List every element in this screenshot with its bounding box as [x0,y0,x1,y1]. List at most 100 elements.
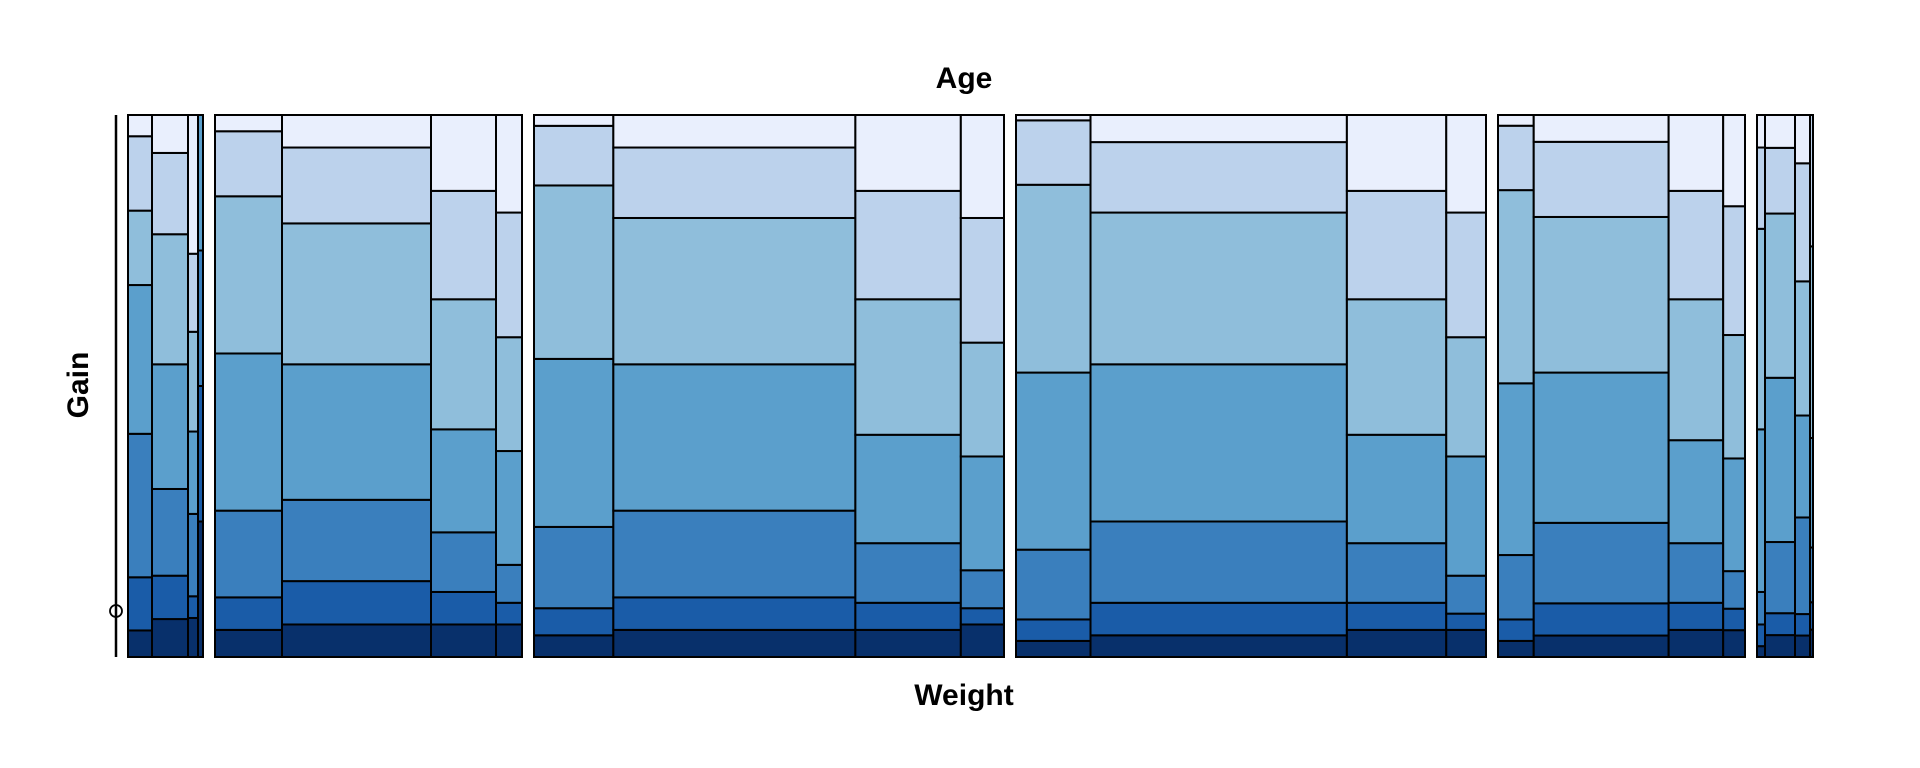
tile-age3-weight4-gain5 [959,341,1006,458]
tile-age2-weight1-gain2 [214,596,283,631]
tile-age3-weight1-gain1 [533,634,615,659]
tile-age2-weight2-gain2 [281,580,432,626]
tile-age5-weight4-gain3 [1722,570,1747,610]
tile-age3-weight2-gain1 [612,628,857,659]
tile-age2-weight4-gain4 [495,450,523,566]
tile-age6-weight3-gain7 [1794,114,1811,165]
tile-age1-weight3-gain5 [187,330,199,433]
tile-age2-weight4-gain3 [495,563,523,604]
tile-age4-weight1-gain7 [1015,114,1092,122]
tile-age3-weight3-gain3 [854,542,962,604]
top-axis-title: Age [936,62,993,95]
tile-age3-weight4-gain1 [959,623,1006,658]
tile-age6-weight4-gain5 [1809,245,1814,440]
age-group-3 [533,114,1006,659]
tile-age2-weight1-gain7 [214,114,283,133]
age-group-1 [127,114,204,658]
tile-age5-weight1-gain7 [1497,114,1535,127]
zero-level-marker [109,604,123,618]
tile-age2-weight4-gain7 [495,114,523,214]
tile-age3-weight3-gain4 [854,433,962,545]
tile-age6-weight2-gain2 [1764,612,1796,637]
tile-age3-weight4-gain2 [959,607,1006,626]
tile-age1-weight2-gain2 [151,574,189,621]
tile-age3-weight3-gain6 [854,189,962,301]
tile-age2-weight3-gain6 [430,189,497,301]
tile-age5-weight3-gain5 [1667,298,1725,442]
tile-age4-weight4-gain4 [1445,455,1487,577]
tile-age4-weight2-gain1 [1089,634,1348,659]
tile-age6-weight3-gain3 [1794,516,1811,616]
tile-age3-weight4-gain4 [959,455,1006,572]
tile-age6-weight4-gain2 [1809,601,1814,631]
tile-age2-weight3-gain7 [430,114,497,192]
tile-age6-weight3-gain4 [1794,414,1811,519]
tile-age5-weight2-gain3 [1532,521,1670,605]
tile-age1-weight4-gain2 [197,385,204,523]
tile-age4-weight2-gain3 [1089,520,1348,604]
age-group-6 [1756,114,1814,659]
tile-age1-weight1-gain3 [127,432,153,579]
tile-age2-weight2-gain6 [281,146,432,225]
tile-age6-weight1-gain3 [1756,590,1766,626]
mosaic-tiles [127,114,1814,659]
tile-age4-weight1-gain1 [1015,639,1092,659]
tile-age6-weight1-gain6 [1756,146,1766,230]
tile-age5-weight1-gain3 [1497,554,1535,621]
tile-age5-weight2-gain6 [1532,140,1670,218]
tile-age4-weight1-gain4 [1015,371,1092,551]
tile-age1-weight2-gain1 [151,618,189,658]
tile-age6-weight2-gain3 [1764,541,1796,615]
tile-age5-weight1-gain2 [1497,618,1535,642]
tile-age3-weight1-gain6 [533,124,615,187]
tile-age2-weight2-gain1 [281,623,432,658]
tile-age6-weight1-gain1 [1756,645,1766,658]
tile-age4-weight2-gain7 [1089,114,1348,144]
tile-age6-weight3-gain5 [1794,280,1811,417]
tile-age3-weight1-gain5 [533,184,615,360]
tile-age5-weight2-gain7 [1532,114,1670,143]
tile-age4-weight3-gain5 [1345,298,1448,436]
tile-age2-weight2-gain3 [281,498,432,583]
tile-age6-weight1-gain4 [1756,428,1766,593]
tile-age1-weight1-gain7 [127,114,153,138]
tile-age3-weight2-gain3 [612,509,857,599]
tile-age6-weight4-gain3 [1809,546,1814,604]
age-group-4 [1015,114,1487,659]
tile-age4-weight4-gain6 [1445,211,1487,339]
tile-age1-weight3-gain6 [187,252,199,333]
tile-age5-weight3-gain3 [1667,542,1725,604]
tile-age1-weight3-gain7 [187,114,199,255]
tile-age3-weight4-gain3 [959,569,1006,610]
tile-age4-weight2-gain5 [1089,211,1348,366]
tile-age3-weight1-gain4 [533,357,615,528]
tile-age1-weight3-gain4 [187,430,199,515]
tile-age4-weight4-gain3 [1445,574,1487,615]
tile-age6-weight2-gain1 [1764,634,1796,658]
tile-age4-weight2-gain4 [1089,363,1348,523]
tile-age1-weight1-gain4 [127,284,153,435]
tile-age4-weight1-gain2 [1015,618,1092,642]
tile-age2-weight1-gain1 [214,628,283,659]
tile-age3-weight1-gain7 [533,114,615,127]
tile-age3-weight1-gain3 [533,525,615,610]
tile-age6-weight2-gain6 [1764,146,1796,215]
tile-age5-weight3-gain1 [1667,628,1725,659]
tile-age4-weight4-gain2 [1445,612,1487,631]
age-group-5 [1497,114,1747,659]
tile-age2-weight4-gain6 [495,211,523,339]
tile-age3-weight4-gain7 [959,114,1006,219]
tile-age1-weight1-gain5 [127,209,153,287]
tile-age5-weight2-gain4 [1532,371,1670,524]
tile-age2-weight4-gain5 [495,336,523,453]
tile-age3-weight3-gain7 [854,114,962,192]
tile-age4-weight2-gain6 [1089,141,1348,214]
tile-age2-weight1-gain5 [214,195,283,355]
tile-age4-weight3-gain4 [1345,433,1448,545]
tile-age6-weight1-gain2 [1756,623,1766,648]
tile-age1-weight4-gain3 [197,249,204,387]
tile-age1-weight1-gain6 [127,135,153,212]
tile-age1-weight1-gain2 [127,576,153,632]
tile-age5-weight4-gain6 [1722,205,1747,337]
tile-age5-weight4-gain4 [1722,457,1747,573]
